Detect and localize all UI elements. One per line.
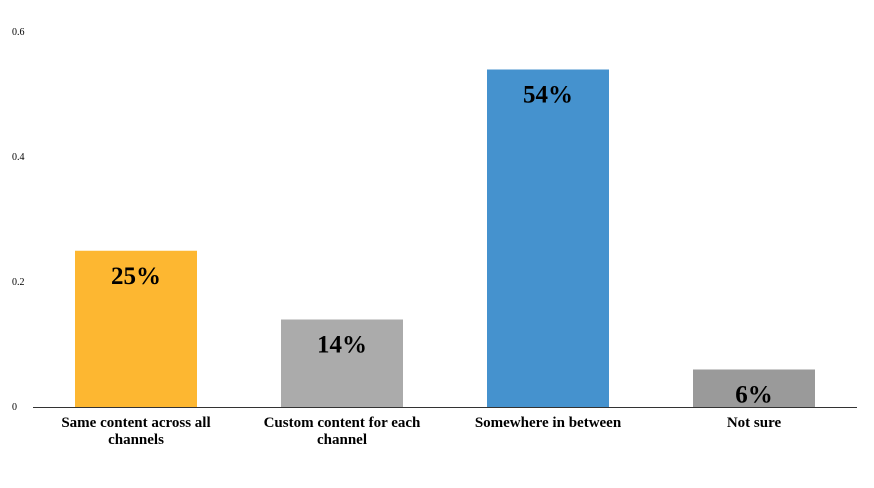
bar-value-label: 25% <box>111 263 161 290</box>
bar-value-label: 14% <box>317 332 367 359</box>
x-tick-label: Custom content for each <box>264 415 421 431</box>
bar-value-label: 54% <box>523 82 573 109</box>
y-tick-label: 0 <box>12 402 17 413</box>
x-tick-label: channel <box>317 432 367 448</box>
bar-series <box>75 69 815 407</box>
bar <box>75 250 197 407</box>
x-tick-label: Not sure <box>727 415 782 431</box>
x-tick-label: Same content across all <box>61 415 210 431</box>
bar <box>693 369 815 407</box>
y-tick-label: 0.6 <box>12 27 25 38</box>
bar-value-label: 6% <box>735 382 773 409</box>
y-tick-label: 0.4 <box>12 152 25 163</box>
data-labels: 25% 14% 54% 6% <box>111 82 773 409</box>
x-tick-label: Somewhere in between <box>475 415 622 431</box>
bar <box>281 319 403 407</box>
y-tick-label: 0.2 <box>12 277 25 288</box>
x-tick-label: channels <box>108 432 164 448</box>
bar <box>487 69 609 407</box>
y-axis: 0 0.2 0.4 0.6 <box>12 27 25 413</box>
